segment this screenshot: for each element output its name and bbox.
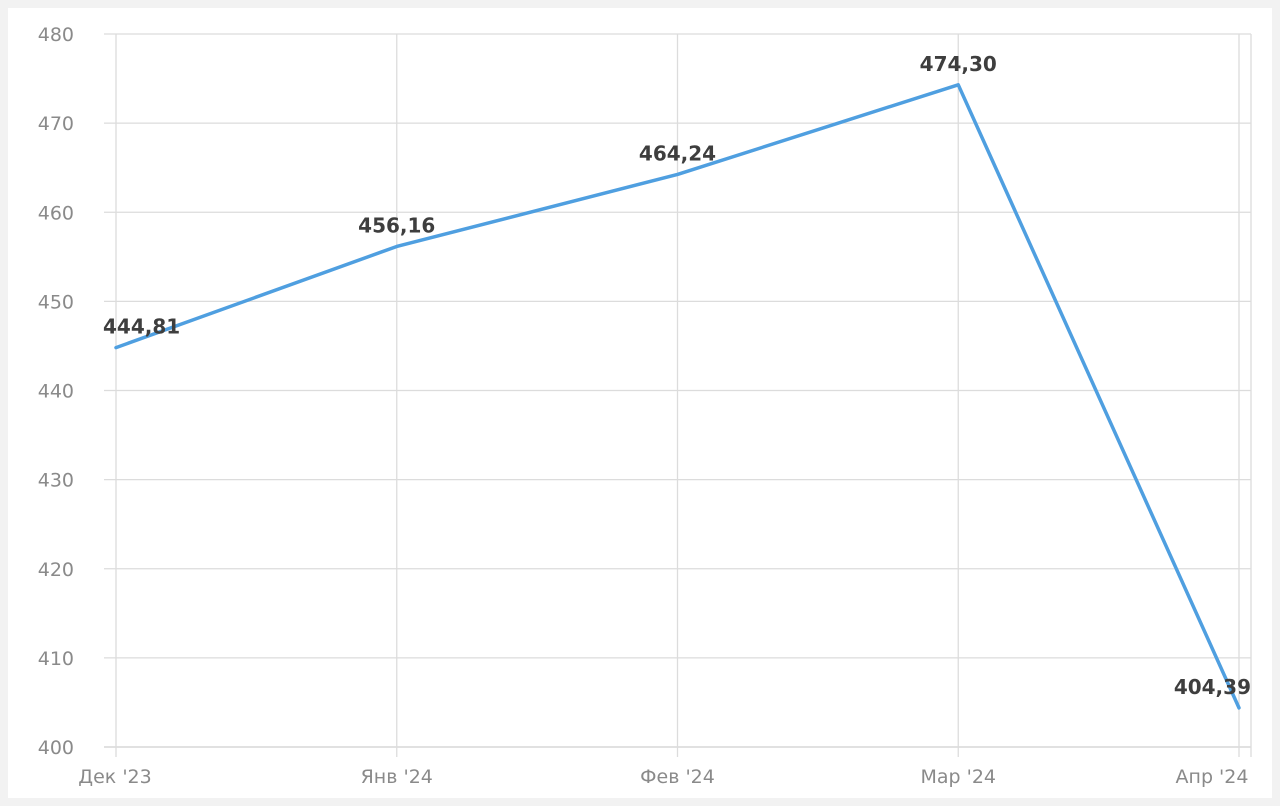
plot-background — [8, 8, 1272, 798]
data-label: 456,16 — [358, 213, 435, 237]
data-label: 474,30 — [920, 52, 997, 76]
x-axis: Дек '23 Янв '24 Фев '24 Мар '24 Апр '24 — [78, 766, 1248, 788]
y-tick-label: 450 — [38, 291, 74, 313]
y-tick-label: 440 — [38, 381, 74, 403]
y-tick-label: 420 — [38, 559, 74, 581]
x-tick-label: Дек '23 — [78, 766, 151, 788]
x-tick-label: Янв '24 — [361, 766, 433, 788]
x-tick-label: Апр '24 — [1176, 766, 1249, 788]
series — [114, 83, 1241, 710]
y-axis: 400 410 420 430 440 450 460 470 480 — [38, 24, 74, 759]
y-tick-label: 410 — [38, 648, 74, 670]
y-tick-label: 480 — [38, 24, 74, 46]
x-tick-label: Фев '24 — [640, 766, 715, 788]
y-tick-label: 470 — [38, 113, 74, 135]
data-label: 444,81 — [103, 315, 180, 339]
x-tick-label: Мар '24 — [920, 766, 996, 788]
series-line — [114, 83, 1241, 710]
y-tick-label: 400 — [38, 737, 74, 759]
y-tick-label: 430 — [38, 470, 74, 492]
data-label: 464,24 — [639, 141, 716, 165]
y-tick-label: 460 — [38, 202, 74, 224]
data-label: 404,39 — [1174, 675, 1251, 699]
x-gridlines — [115, 34, 1252, 757]
data-labels: 444,81 456,16 464,24 474,30 404,39 — [103, 52, 1251, 699]
